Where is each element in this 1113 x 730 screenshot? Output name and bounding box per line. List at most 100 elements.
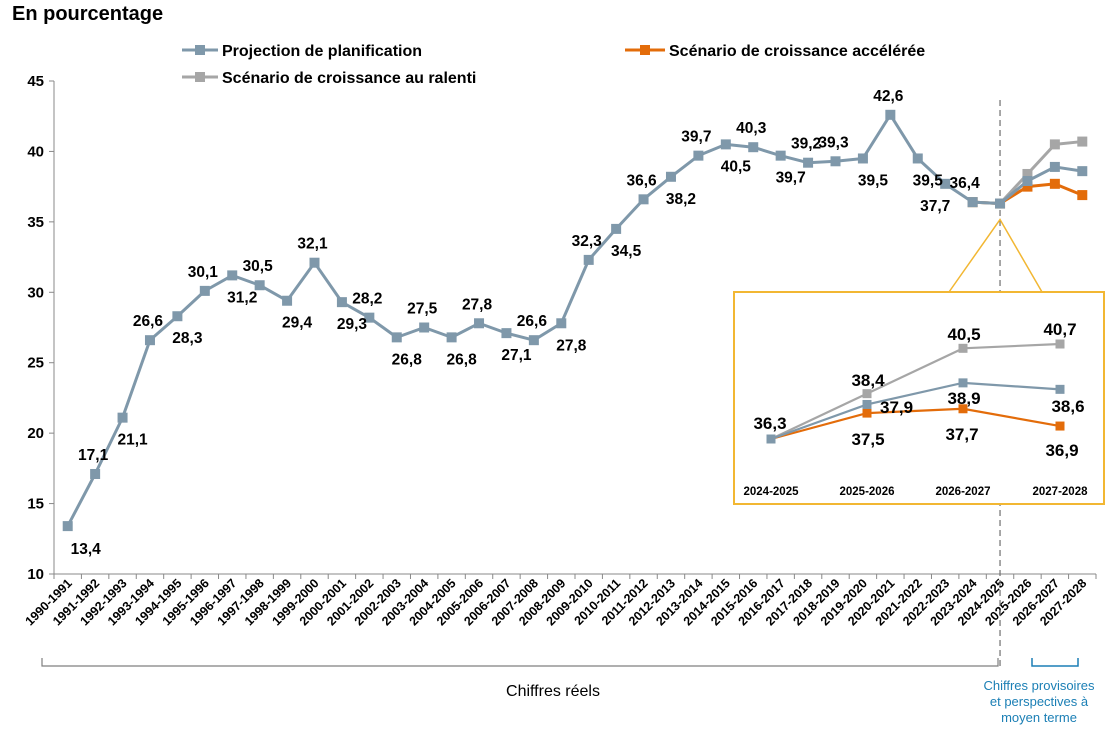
series-marker (967, 197, 978, 208)
legend-label: Scénario de croissance au ralenti (222, 70, 476, 87)
inset-series-marker (958, 404, 968, 414)
data-label: 13,4 (71, 541, 102, 558)
series-marker (446, 332, 457, 343)
series-marker (144, 335, 155, 346)
series-marker (830, 156, 841, 167)
data-label: 37,7 (920, 198, 950, 215)
inset-data-label: 36,9 (1045, 441, 1078, 460)
inset-series-line (770, 381, 1061, 441)
series-marker (282, 295, 293, 306)
series-marker (254, 280, 265, 291)
series-marker (720, 139, 731, 150)
data-label: 39,5 (913, 172, 944, 189)
data-label: 30,1 (188, 264, 219, 281)
series-marker (1049, 139, 1060, 150)
inset-data-label: 37,7 (945, 425, 978, 444)
data-label: 29,4 (282, 315, 313, 332)
legend-swatch-marker (195, 45, 205, 55)
series-marker (940, 178, 951, 189)
series-marker (638, 194, 649, 205)
data-label: 31,2 (227, 289, 257, 306)
inset-series-line (770, 407, 1061, 441)
series-marker (611, 223, 622, 234)
legend: Projection de planification Scénario de c… (182, 43, 925, 87)
inset-x-label: 2024-2025 (744, 486, 800, 498)
series-marker (1049, 178, 1060, 189)
inset-x-label: 2025-2026 (840, 486, 895, 498)
x-axis: 1990-19911991-19921992-19931993-19941994… (23, 573, 1097, 628)
data-label: 27,1 (501, 347, 532, 364)
series-marker (364, 312, 375, 323)
series-marker (62, 521, 73, 532)
data-label: 30,5 (243, 258, 274, 275)
series-marker (1022, 168, 1033, 179)
data-label: 38,2 (666, 191, 696, 208)
series-marker (556, 318, 567, 329)
actual-bracket (41, 658, 999, 667)
data-label: 21,1 (117, 432, 148, 449)
data-label: 32,1 (297, 236, 328, 253)
data-label: 27,5 (407, 301, 438, 318)
inset-frame (733, 291, 1105, 505)
series-lines (62, 109, 1088, 532)
data-label: 42,6 (873, 88, 904, 105)
legend-label: Projection de planification (222, 43, 422, 60)
inset-data-label: 37,5 (851, 430, 884, 449)
data-label: 39,7 (681, 129, 711, 146)
data-label: 26,8 (447, 351, 478, 368)
inset-series-marker (958, 378, 968, 388)
chart-title: En pourcentage (12, 3, 163, 25)
actual-bracket-label: Chiffres réels (506, 683, 600, 700)
data-label: 28,3 (172, 330, 203, 347)
data-label: 26,6 (133, 313, 164, 330)
inset-data-label: 40,7 (1043, 320, 1076, 339)
y-tick-label: 40 (27, 143, 44, 160)
series-marker (1077, 136, 1088, 147)
inset-chart: 36,3 38,4 37,9 37,5 40,5 38,9 37,7 40,7 38,6 36,9… (733, 291, 1105, 505)
data-label: 40,3 (736, 120, 767, 137)
inset-x-label: 2026-2027 (936, 486, 991, 498)
inset-series-marker (862, 399, 872, 409)
series-marker (528, 335, 539, 346)
inset-series-marker (862, 389, 872, 399)
series-marker (117, 412, 128, 423)
legend-swatch-marker (195, 72, 205, 82)
y-tick-label: 25 (27, 355, 44, 372)
series-marker (885, 109, 896, 120)
series-marker (501, 328, 512, 339)
series-marker (665, 171, 676, 182)
series-marker (172, 311, 183, 322)
inset-data-label: 38,6 (1051, 397, 1084, 416)
data-labels: 13,4 17,1 21,1 26,6 28,3 30,1 31,2 30,5 29,4 32,1… (71, 88, 980, 558)
series-marker (693, 150, 704, 161)
y-tick-label: 45 (27, 73, 44, 90)
data-label: 36,4 (950, 175, 981, 192)
zoom-callout (948, 218, 1043, 293)
data-label: 39,5 (858, 172, 889, 189)
series-marker (90, 468, 101, 479)
data-label: 32,3 (572, 233, 603, 250)
y-tick-label: 10 (27, 566, 44, 583)
data-label: 39,2 (791, 136, 821, 153)
series-marker (1077, 190, 1088, 201)
data-label: 26,6 (517, 313, 548, 330)
series-marker (583, 254, 594, 265)
data-label: 27,8 (556, 337, 587, 354)
projected-bracket (1031, 658, 1079, 667)
series-marker (336, 297, 347, 308)
data-label: 40,5 (721, 158, 752, 175)
data-label: 36,6 (626, 172, 657, 189)
inset-data-label: 38,4 (851, 371, 885, 390)
projected-bracket-label: moyen terme (1001, 710, 1077, 725)
series-marker (1049, 161, 1060, 172)
legend-swatch-marker (640, 45, 650, 55)
projected-bracket-label: et perspectives à (990, 694, 1089, 709)
y-tick-label: 30 (27, 284, 44, 301)
series-marker (474, 318, 485, 329)
y-tick-label: 15 (27, 496, 44, 513)
series-marker (199, 285, 210, 296)
series-marker (419, 322, 430, 333)
series-marker (1022, 176, 1033, 187)
